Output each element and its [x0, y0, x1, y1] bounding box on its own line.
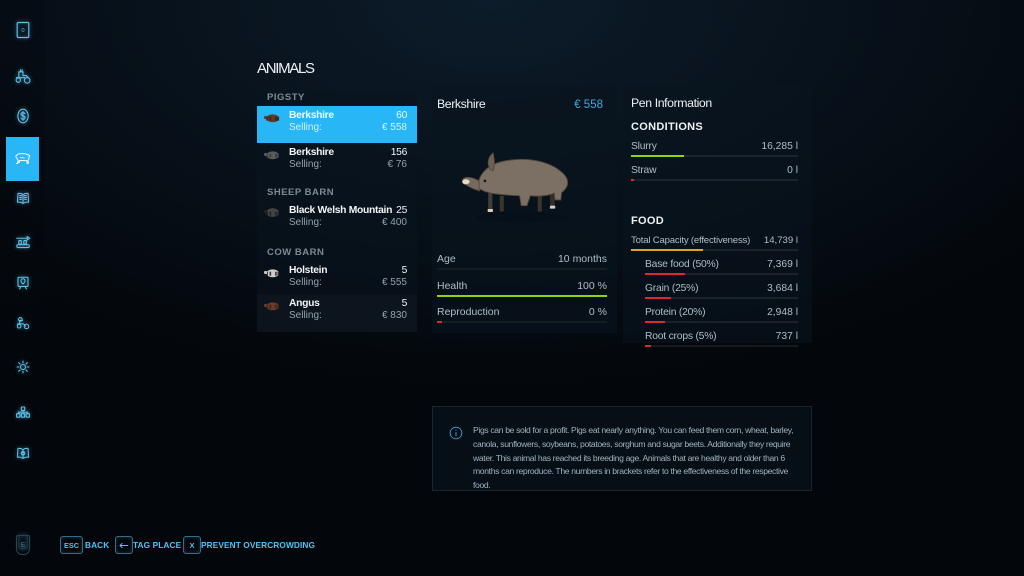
svg-text:0: 0 [21, 28, 25, 34]
